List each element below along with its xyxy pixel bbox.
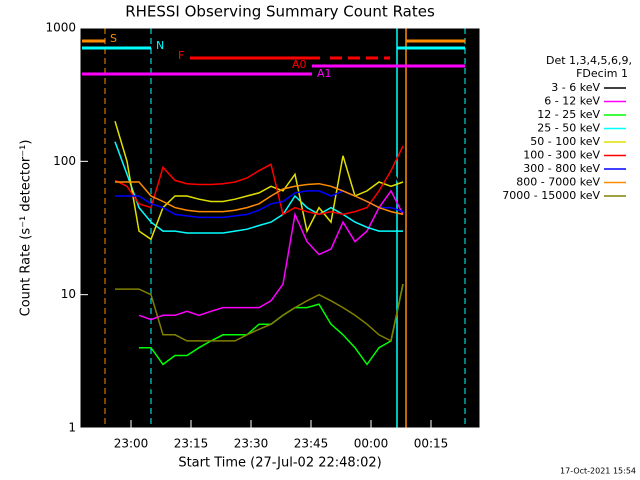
legend-label: 3 - 6 keV: [551, 81, 600, 94]
legend-label: 100 - 300 keV: [523, 149, 600, 162]
legend-label: 12 - 25 keV: [537, 108, 600, 121]
legend-label: 7000 - 15000 keV: [502, 189, 600, 202]
x-axis-label: Start Time (27-Jul-02 22:48:02): [178, 456, 381, 471]
legend-header: FDecim 1: [576, 67, 628, 80]
flag-label: N: [156, 39, 164, 52]
y-axis-label: Count Rate (s⁻¹ detector⁻¹): [19, 140, 34, 317]
y-tick-label: 100: [53, 154, 76, 168]
legend-label: 50 - 100 keV: [530, 135, 600, 148]
chart-title: RHESSI Observing Summary Count Rates: [125, 3, 435, 21]
x-tick-label: 00:15: [414, 437, 449, 451]
plot-area: S N F A0 A1: [80, 28, 480, 428]
series-line: [138, 189, 404, 321]
legend-label: 800 - 7000 keV: [516, 176, 600, 189]
timestamp: 17-Oct-2021 15:54: [560, 467, 636, 476]
series-line: [114, 141, 403, 234]
flag-label: A0: [292, 58, 307, 71]
y-tick-label: 1: [68, 421, 76, 435]
legend-label: 25 - 50 keV: [537, 122, 600, 135]
plot-background: [80, 28, 480, 428]
flag-label: S: [110, 32, 117, 45]
series-line: [114, 145, 404, 216]
series-line: [115, 283, 404, 343]
x-tick-label: 00:00: [354, 437, 389, 451]
flag-label: F: [178, 49, 184, 62]
legend-header: Det 1,3,4,5,6,9,: [546, 54, 632, 67]
x-tick-label: 23:15: [174, 437, 209, 451]
x-tick-label: 23:30: [234, 437, 269, 451]
legend-label: 300 - 800 keV: [523, 162, 600, 175]
axis-frame: [79, 27, 481, 429]
y-tick-label: 10: [61, 287, 76, 301]
x-tick-label: 23:00: [114, 437, 149, 451]
legend-label: 6 - 12 keV: [544, 95, 600, 108]
series-line: [115, 181, 404, 216]
y-tick-label: 1000: [45, 21, 76, 35]
flag-label: A1: [317, 67, 332, 80]
x-tick-label: 23:45: [294, 437, 329, 451]
